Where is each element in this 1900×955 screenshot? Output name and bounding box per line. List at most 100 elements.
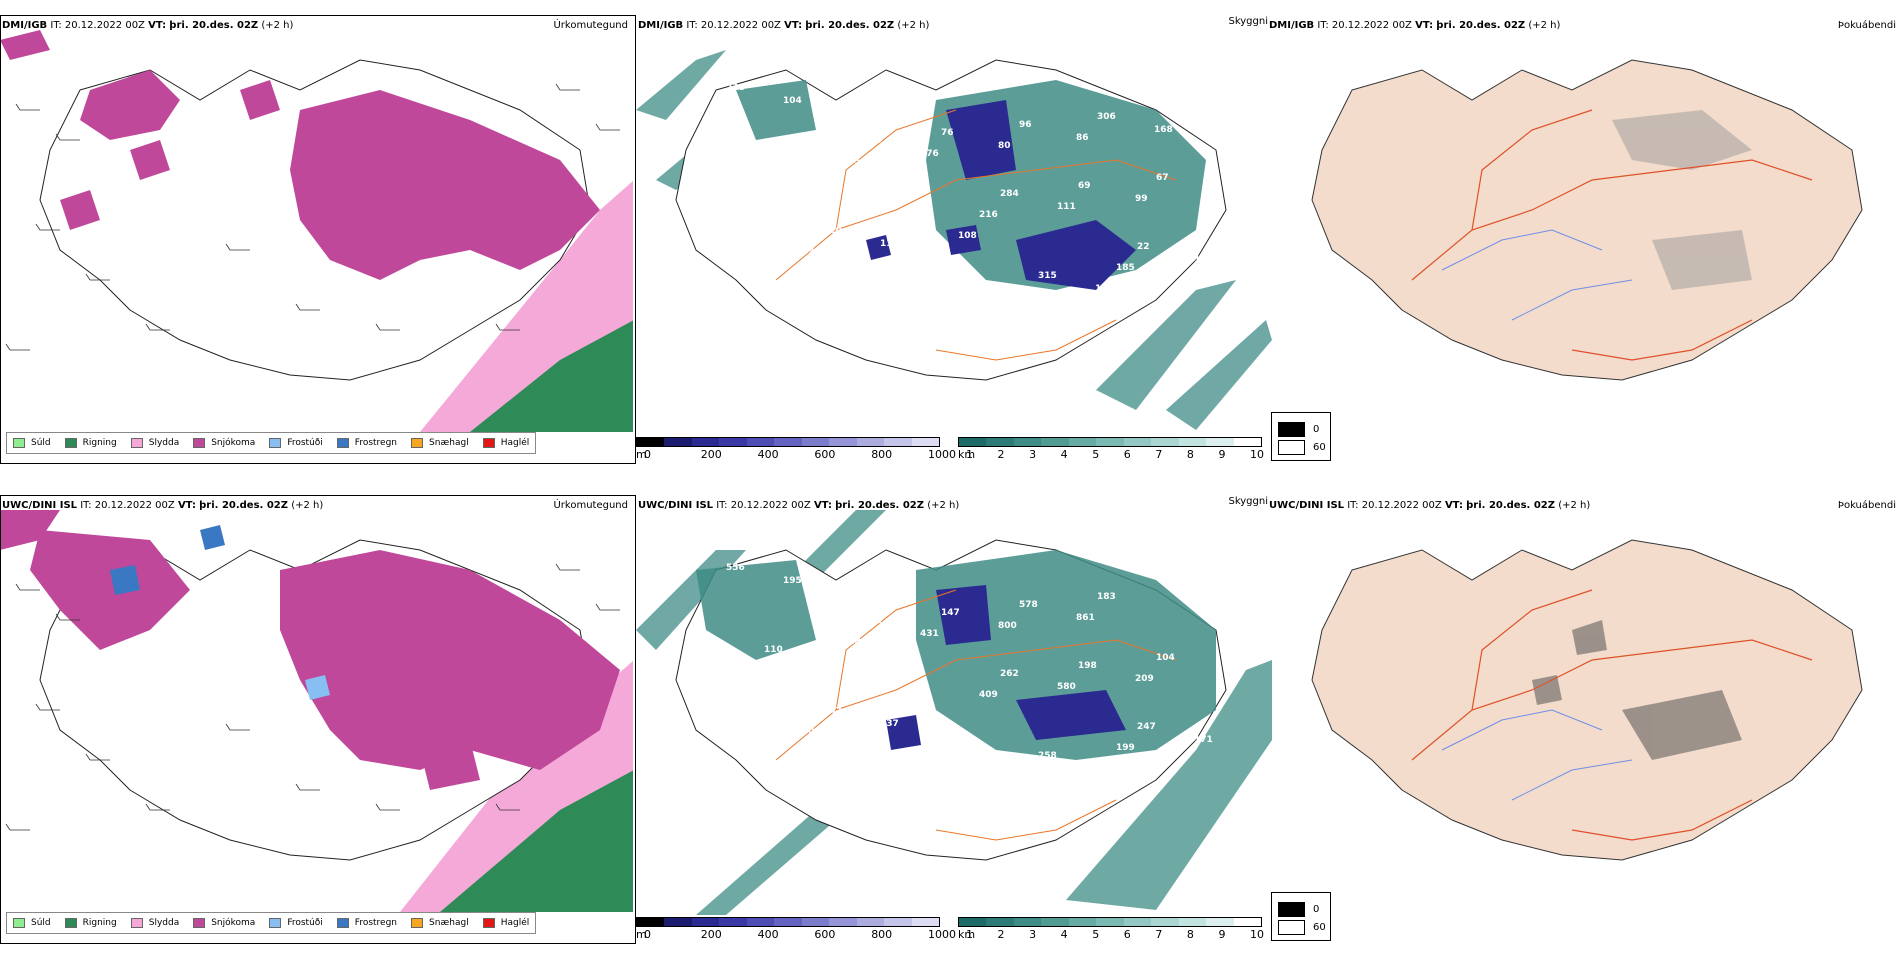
visibility-bar <box>958 437 1262 447</box>
colorbar-tick: 600 <box>814 928 836 941</box>
precip-swatch <box>482 918 495 928</box>
fog-index-map <box>1311 59 1863 381</box>
colorbar-segment <box>664 918 692 926</box>
visibility-bar <box>958 917 1262 927</box>
high-terrain-areas <box>886 585 1126 750</box>
precip-swatch <box>64 918 77 928</box>
panel-header: DMI/IGB IT: 20.12.2022 00Z VT: þri. 20.d… <box>2 20 293 31</box>
freezing-rain <box>110 525 225 595</box>
visibility-label: 76 <box>941 128 954 138</box>
init-time: 20.12.2022 00Z <box>1361 500 1442 511</box>
it-label: IT: <box>716 500 728 511</box>
colorbar-segment <box>719 438 747 446</box>
precip-label: Haglél <box>500 918 530 928</box>
colorbar-segment <box>1013 918 1042 926</box>
colorbar-segment <box>884 918 912 926</box>
lead-time: (+2 h) <box>291 500 324 511</box>
cloud-label: 60 <box>1313 442 1326 453</box>
precip-label: Rigning <box>82 918 117 928</box>
cloud-legend-item: 60 <box>1278 920 1326 935</box>
precip-legend-item: Slydda <box>130 438 179 448</box>
precip-label: Rigning <box>82 438 117 448</box>
cloud-label: 60 <box>1313 922 1326 933</box>
visibility-label: 575 <box>743 666 762 676</box>
snow-areas <box>1 510 620 790</box>
visibility-map: 238 220 284 22 157 76 69 100 104 96 67 120 361 306 290… <box>636 50 1272 430</box>
vt-label: VT: <box>177 500 196 511</box>
colorbar-tick: 1000 <box>928 928 956 941</box>
colorbar-tick: 1 <box>966 928 973 941</box>
visibility-label: 22 <box>1137 242 1150 252</box>
colorbar-ticks: 0 200 400 600 800 1000 <box>636 927 956 941</box>
colorbar-segment <box>856 918 885 926</box>
colorbar-segment <box>884 438 912 446</box>
visibility-label: 69 <box>1078 181 1091 191</box>
visibility-panel-top: DMI/IGB IT: 20.12.2022 00Z VT: þri. 20.d… <box>636 0 1272 472</box>
colorbar-tick: 3 <box>1029 928 1037 941</box>
colorbar-tick: 7 <box>1155 928 1163 941</box>
iceland-land <box>1311 59 1863 381</box>
precip-legend-item: Súld <box>13 918 51 928</box>
visibility-label: 176 <box>960 759 979 769</box>
precip-label: Frostúði <box>287 918 323 928</box>
valid-time: þri. 20.des. 02Z <box>1436 20 1526 31</box>
colorbar-tick: 0 <box>644 448 651 461</box>
cloud-label: 0 <box>1313 424 1320 435</box>
visibility-label: 262 <box>1000 669 1019 679</box>
colorbar-segment <box>1178 438 1207 446</box>
colorbar-segment <box>1041 438 1069 446</box>
precip-legend-item: Snjókoma <box>193 438 255 448</box>
panel-header: DMI/IGB IT: 20.12.2022 00Z VT: þri. 20.d… <box>638 20 929 31</box>
visibility-label: 185 <box>1116 263 1135 273</box>
height-bar <box>636 437 940 447</box>
valid-time: þri. 20.des. 02Z <box>169 20 259 31</box>
colorbar-segment <box>1151 918 1179 926</box>
roads <box>1411 109 1813 361</box>
height-bar <box>636 917 940 927</box>
precip-legend-item: Slydda <box>130 918 179 928</box>
colorbar-segment <box>774 918 802 926</box>
colorbar-tick: 200 <box>700 448 722 461</box>
it-label: IT: <box>1317 20 1329 31</box>
colorbar-unit: km <box>958 928 976 941</box>
map-frame <box>0 15 636 464</box>
precip-label: Súld <box>31 918 51 928</box>
visibility-label: 580 <box>1057 682 1076 692</box>
it-label: IT: <box>80 500 92 511</box>
fog-index-map <box>1311 539 1863 861</box>
colorbar-tick: 5 <box>1092 928 1100 941</box>
precip-swatch <box>336 918 349 928</box>
colorbar-ticks: 1 2 3 4 5 6 7 8 9 10 <box>958 927 1264 941</box>
precip-type-map <box>1 510 633 912</box>
visibility-label: 199 <box>1116 743 1135 753</box>
colorbar-tick: 10 <box>1250 448 1264 461</box>
colorbar-segment <box>829 918 857 926</box>
precip-legend-item: Haglél <box>482 438 529 448</box>
precip-swatch <box>482 438 495 448</box>
colorbar-ticks: 1 2 3 4 5 6 7 8 9 10 <box>958 447 1264 461</box>
visibility-label: 67 <box>1156 173 1169 183</box>
colorbar-tick: 1000 <box>928 448 956 461</box>
precip-swatch <box>336 438 349 448</box>
visibility-label: 306 <box>1097 112 1116 122</box>
precip-swatch <box>269 438 282 448</box>
colorbar-unit: m <box>636 928 647 941</box>
it-label: IT: <box>686 20 698 31</box>
colorbar-tick: 9 <box>1218 448 1226 461</box>
visibility-label: 176 <box>920 149 939 159</box>
visibility-label: 861 <box>1076 613 1095 623</box>
wind-barbs <box>5 563 620 831</box>
colorbar-segment <box>1068 438 1097 446</box>
model-source: DMI/IGB <box>638 20 684 31</box>
colorbar-tick: 6 <box>1123 448 1131 461</box>
precip-legend: Súld Rigning Slydda Snjókoma Frostúði Frostre… <box>6 432 537 454</box>
panel-title: Úrkomutegund <box>553 20 628 31</box>
roads <box>1411 589 1813 841</box>
cloud-legend: 0 60 <box>1271 412 1331 461</box>
colorbar-segment <box>664 438 692 446</box>
visibility-label: 259 <box>861 88 880 98</box>
model-source: UWC/DINI ISL <box>2 500 78 511</box>
colorbar-tick: 9 <box>1218 928 1226 941</box>
colorbar-segment <box>1096 438 1124 446</box>
visibility-label: 130 <box>901 698 920 708</box>
